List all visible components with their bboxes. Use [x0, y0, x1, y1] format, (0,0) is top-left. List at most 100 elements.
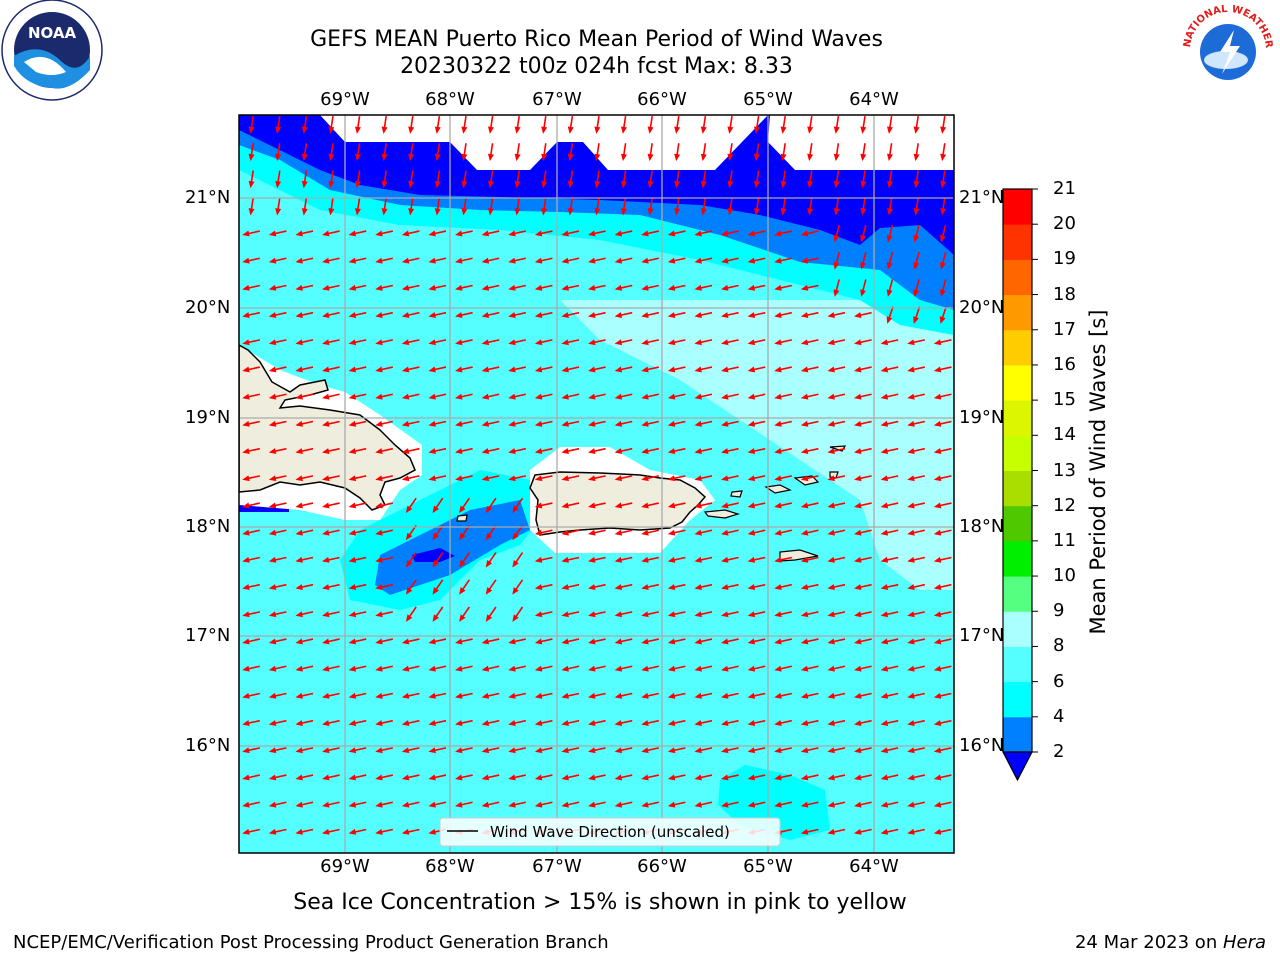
wind-wave-arrowhead — [614, 665, 623, 672]
colorbar-segment — [1003, 400, 1032, 436]
wind-wave-arrowhead — [534, 420, 543, 427]
wind-wave-arrowhead — [700, 180, 707, 189]
wind-wave-arrowhead — [667, 312, 676, 318]
wind-wave-arrowhead — [322, 529, 330, 536]
wind-wave-arrowhead — [641, 502, 649, 509]
wind-wave-arrowhead — [348, 584, 357, 590]
wind-wave-arrowhead — [880, 801, 889, 808]
wind-wave-arrowhead — [268, 774, 277, 781]
wind-wave-arrowhead — [880, 420, 889, 427]
wind-wave-arrowhead — [487, 126, 494, 134]
wind-wave-arrowhead — [242, 284, 250, 291]
wind-wave-arrowhead — [647, 153, 654, 162]
wind-wave-arrowhead — [747, 393, 756, 400]
wind-wave-arrowhead — [614, 584, 623, 590]
wind-wave-arrowhead — [561, 801, 569, 808]
lon-label-bottom-67w: 67°W — [532, 856, 582, 877]
wind-wave-arrowhead — [588, 774, 596, 781]
wind-wave-arrowhead — [481, 801, 490, 808]
wind-wave-arrowhead — [694, 475, 702, 482]
wind-wave-arrowhead — [667, 801, 676, 808]
wind-wave-arrowhead — [588, 529, 596, 536]
wind-wave-arrowhead — [594, 153, 601, 162]
wind-wave-arrowhead — [614, 556, 623, 563]
wind-wave-arrowhead — [567, 208, 574, 216]
wind-wave-arrowhead — [907, 556, 915, 563]
wind-wave-arrowhead — [827, 556, 835, 563]
wind-wave-arrowhead — [242, 665, 250, 672]
wind-wave-arrowhead — [694, 230, 702, 237]
wind-wave-arrowhead — [880, 366, 889, 373]
wind-wave-arrowhead — [939, 234, 946, 243]
wind-wave-arrowhead — [242, 393, 250, 400]
wave-period-contour-2-4-mona — [375, 500, 530, 595]
wind-wave-arrowhead — [354, 126, 361, 134]
wind-wave-arrowhead — [854, 747, 862, 754]
colorbar-segment — [1003, 470, 1032, 507]
chart-title-line2: 20230322 t00z 024h fcst Max: 8.33 — [400, 54, 793, 79]
wind-wave-arrowhead — [721, 720, 729, 726]
wind-wave-arrowhead — [674, 153, 681, 162]
wind-wave-arrowhead — [747, 611, 756, 618]
wind-wave-arrowhead — [514, 208, 521, 216]
wind-wave-arrowhead — [561, 284, 569, 291]
wind-wave-arrowhead — [721, 420, 729, 427]
wind-wave-arrowhead — [694, 665, 702, 672]
wind-wave-arrowhead — [747, 529, 756, 536]
wind-wave-arrowhead — [242, 257, 250, 264]
wind-wave-arrowhead — [588, 692, 596, 699]
lon-label-bottom-65w: 65°W — [743, 856, 793, 877]
wind-wave-arrowhead — [348, 475, 357, 482]
wind-wave-arrowhead — [933, 393, 942, 400]
wind-wave-arrowhead — [242, 638, 250, 645]
wind-wave-arrowhead — [800, 801, 809, 808]
wind-wave-arrowhead — [747, 801, 756, 808]
wind-wave-arrowhead — [534, 475, 543, 482]
wind-wave-arrowhead — [641, 529, 649, 536]
wind-wave-arrowhead — [747, 284, 756, 291]
wind-wave-arrowhead — [401, 393, 410, 400]
wind-wave-arrowhead — [854, 584, 862, 590]
wind-wave-arrowhead — [907, 366, 915, 373]
wind-wave-arrowhead — [561, 366, 569, 373]
wind-wave-arrowhead — [880, 720, 889, 726]
wind-wave-arrowhead — [667, 584, 676, 590]
wind-wave-arrowhead — [854, 720, 862, 726]
wind-wave-arrowhead — [588, 720, 596, 726]
wind-wave-arrowhead — [428, 801, 436, 808]
wind-wave-arrowhead — [667, 692, 676, 699]
wind-wave-arrowhead — [408, 208, 415, 216]
wind-wave-arrowhead — [242, 475, 250, 482]
wind-wave-arrowhead — [694, 801, 702, 808]
wind-wave-arrowhead — [375, 475, 383, 482]
wind-wave-arrowhead — [268, 747, 277, 754]
wind-wave-arrowhead — [268, 475, 277, 482]
wind-wave-arrowhead — [401, 638, 410, 645]
wind-wave-arrowhead — [721, 284, 729, 291]
wind-wave-arrowhead — [481, 284, 490, 291]
wind-wave-arrowhead — [641, 475, 649, 482]
wind-wave-arrowhead — [375, 611, 383, 618]
wind-wave-arrowhead — [242, 801, 250, 808]
wind-wave-arrowhead — [322, 828, 330, 835]
wind-wave-arrowhead — [434, 208, 441, 216]
wind-wave-arrowhead — [248, 208, 255, 216]
wind-wave-arrowhead — [588, 448, 596, 454]
wind-wave-arrowhead — [907, 420, 915, 427]
wind-wave-arrowhead — [534, 665, 543, 672]
wind-wave-arrowhead — [674, 208, 681, 216]
wind-wave-arrowhead — [459, 559, 466, 568]
wind-wave-arrowhead — [774, 584, 782, 590]
wind-wave-arrowhead — [774, 611, 782, 618]
wind-wave-arrowhead — [401, 366, 410, 373]
wind-wave-arrowhead — [405, 587, 413, 595]
wind-wave-arrowhead — [774, 502, 782, 509]
wind-wave-arrowhead — [860, 180, 867, 189]
wind-wave-arrowhead — [674, 180, 681, 189]
wind-wave-arrowhead — [541, 153, 548, 162]
wind-wave-arrowhead — [700, 208, 707, 216]
wind-wave-arrowhead — [774, 720, 782, 726]
wind-wave-arrowhead — [459, 587, 466, 595]
wind-wave-arrowhead — [588, 284, 596, 291]
wind-wave-arrowhead — [827, 420, 835, 427]
